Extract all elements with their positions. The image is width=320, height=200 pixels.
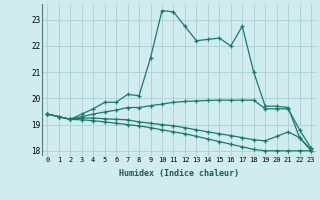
X-axis label: Humidex (Indice chaleur): Humidex (Indice chaleur) [119, 169, 239, 178]
